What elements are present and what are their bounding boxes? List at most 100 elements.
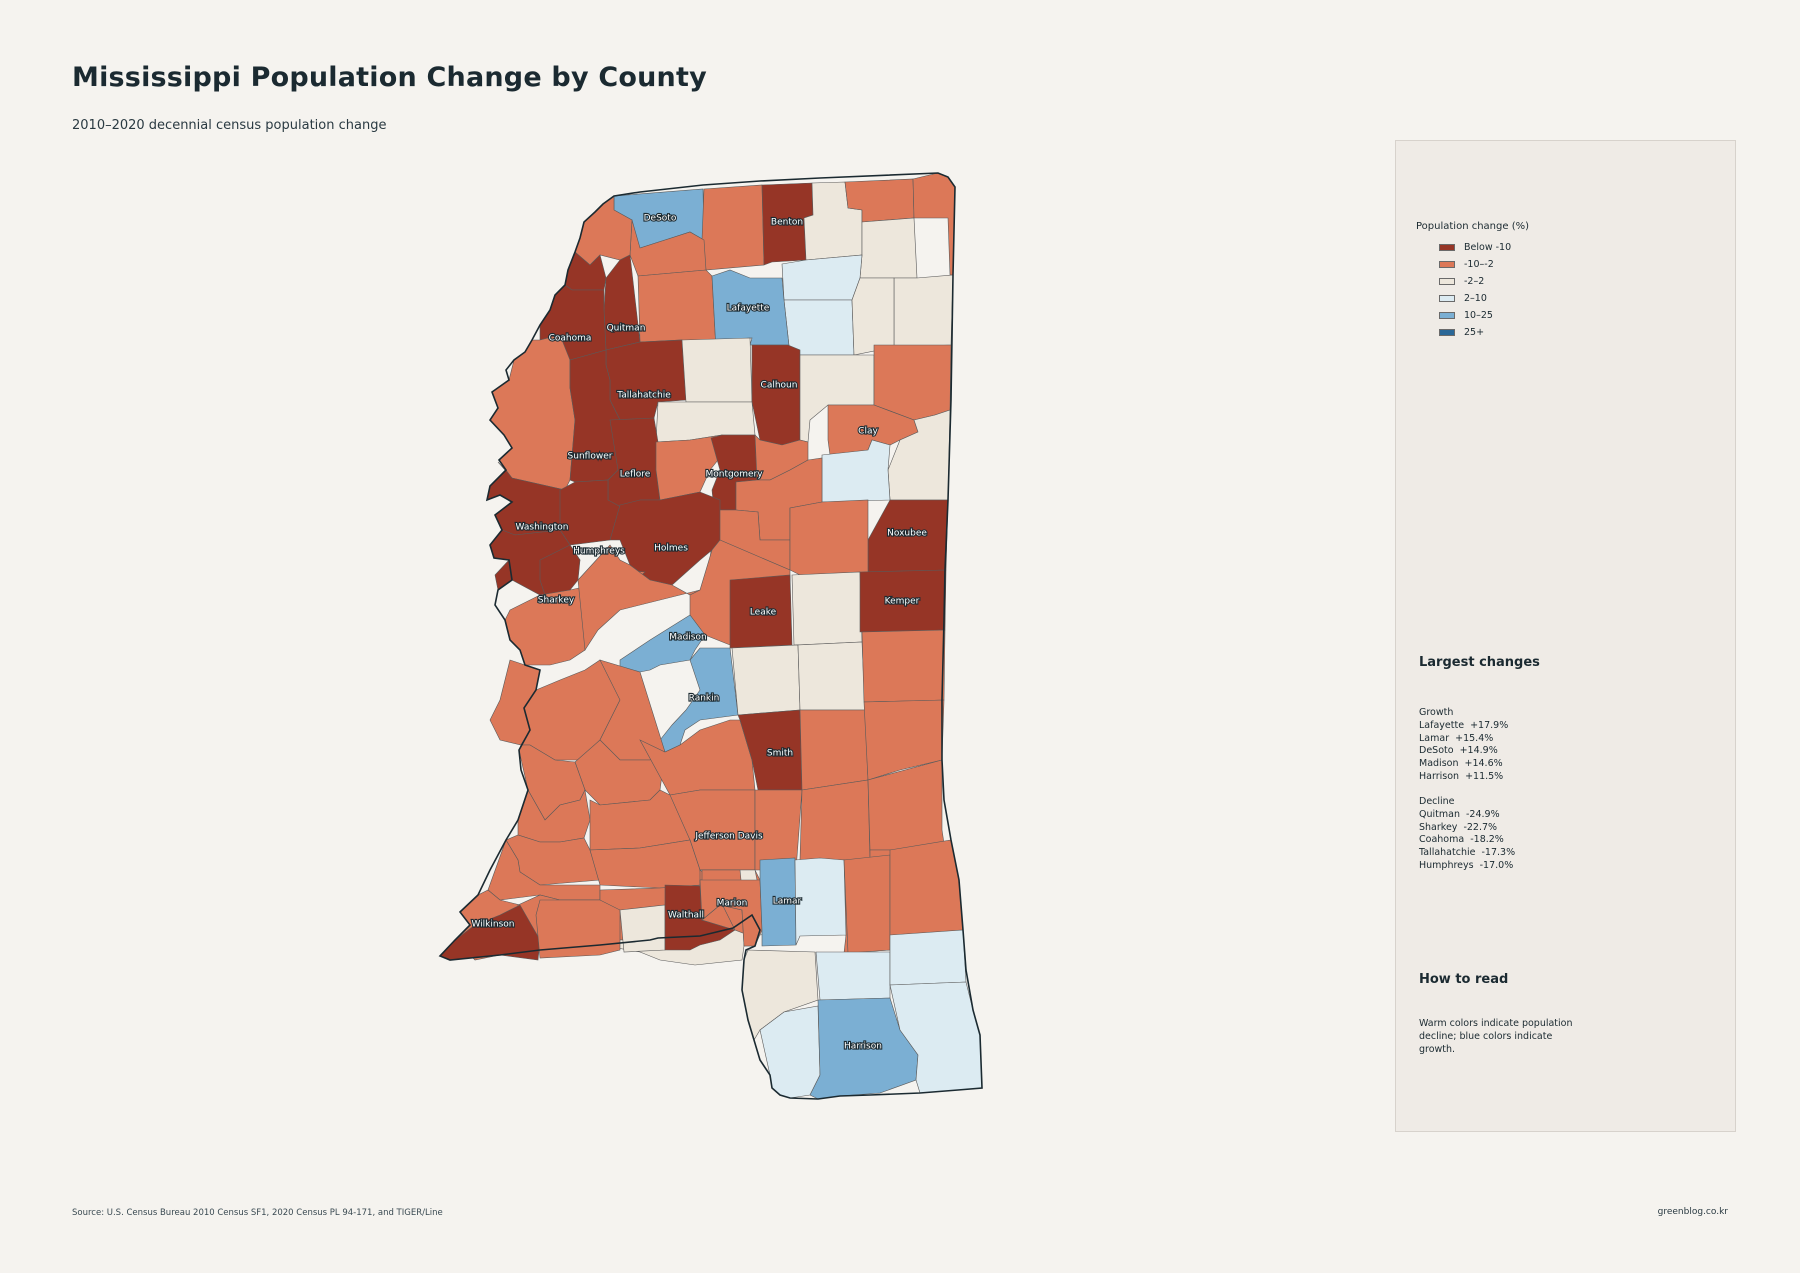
county-shape — [861, 629, 946, 703]
county-shape — [912, 172, 956, 276]
state-outline — [438, 172, 983, 1100]
how-to-read-text: Warm colors indicate population decline;… — [1419, 1018, 1573, 1055]
county-shape — [815, 951, 891, 1001]
legend-item: 2–10 — [1439, 290, 1511, 307]
source-note: Source: U.S. Census Bureau 2010 Census S… — [72, 1208, 443, 1218]
county-shape — [791, 571, 863, 646]
county-label: Sharkey — [538, 596, 575, 606]
county-shape — [789, 499, 869, 576]
county-label: Walthall — [668, 911, 704, 921]
legend-swatch — [1439, 244, 1455, 251]
legend-item: 25+ — [1439, 324, 1511, 341]
county-label: Benton — [771, 218, 803, 228]
legend-title: Population change (%) — [1416, 221, 1530, 232]
county-shape — [867, 759, 946, 851]
legend-swatch — [1439, 278, 1455, 285]
county-shape — [609, 491, 721, 586]
county-label: Quitman — [607, 324, 646, 334]
county-shape — [799, 779, 871, 861]
legend-label: 2–10 — [1464, 293, 1487, 304]
county-label: Harrison — [844, 1042, 882, 1052]
county-shape — [843, 854, 891, 954]
county-label: Holmes — [654, 544, 688, 554]
county-shape — [759, 857, 797, 947]
legend-label: Below -10 — [1464, 242, 1512, 253]
county-shape — [799, 709, 869, 791]
county-label: Clay — [858, 427, 878, 437]
county-shape — [731, 644, 801, 716]
decline-item: Tallahatchie -17.3% — [1419, 847, 1516, 859]
county-label: Rankin — [689, 694, 720, 704]
county-shape — [893, 274, 954, 348]
county-shape — [873, 344, 952, 421]
county-label: DeSoto — [644, 214, 677, 224]
growth-item: Lafayette +17.9% — [1419, 719, 1509, 731]
county-label: Jefferson Davis — [694, 832, 763, 842]
county-label: Montgomery — [705, 470, 763, 480]
county-label: Lafayette — [727, 304, 770, 314]
growth-item: Madison +14.6% — [1419, 758, 1503, 770]
side-panel: Population change (%) Below -10 -10–-2 -… — [1395, 140, 1736, 1132]
how-to-read-title: How to read — [1419, 972, 1509, 987]
county-label: Leflore — [620, 470, 651, 480]
county-label: Tallahatchie — [616, 391, 671, 401]
county-label: Kemper — [885, 597, 920, 607]
decline-item: Sharkey -22.7% — [1419, 821, 1498, 833]
county-label: Coahoma — [549, 334, 592, 344]
county-shape — [851, 277, 895, 356]
county-label: Humphreys — [573, 547, 625, 557]
credit-link[interactable]: greenblog.co.kr — [1657, 1207, 1728, 1217]
county-shape — [781, 254, 863, 301]
county-shape — [863, 699, 945, 781]
county-label: Leake — [750, 608, 777, 618]
county-shape — [751, 344, 801, 446]
decline-list: Decline Quitman -24.9% Sharkey -22.7% Co… — [1419, 796, 1515, 873]
decline-item: Humphreys -17.0% — [1419, 859, 1514, 871]
legend-swatch — [1439, 295, 1455, 302]
decline-heading: Decline — [1419, 796, 1455, 807]
legend-item: Below -10 — [1439, 239, 1511, 256]
county-shape — [629, 219, 707, 277]
county-shape — [539, 544, 581, 596]
county-shape — [487, 839, 601, 901]
county-shape — [859, 217, 918, 279]
county-label: Madison — [669, 633, 706, 643]
growth-list: Growth Lafayette +17.9% Lamar +15.4% DeS… — [1419, 707, 1508, 784]
legend: Below -10 -10–-2 -2–2 2–10 10–25 25+ — [1439, 239, 1511, 341]
growth-item: Lamar +15.4% — [1419, 732, 1494, 744]
county-shape — [535, 899, 621, 959]
legend-item: -2–2 — [1439, 273, 1511, 290]
growth-item: Harrison +11.5% — [1419, 770, 1504, 782]
county-shape — [783, 299, 855, 356]
county-shape — [577, 544, 701, 651]
growth-item: DeSoto +14.9% — [1419, 745, 1498, 757]
county-shape — [889, 929, 967, 986]
county-label: Washington — [516, 523, 569, 533]
county-shape — [603, 254, 641, 351]
page-subtitle: 2010–2020 decennial census population ch… — [72, 118, 387, 133]
largest-changes-title: Largest changes — [1419, 655, 1540, 670]
county-shape — [794, 857, 847, 946]
county-label: Wilkinson — [471, 920, 514, 930]
legend-label: -10–-2 — [1464, 259, 1494, 270]
legend-label: 25+ — [1464, 327, 1485, 338]
county-label: Marion — [717, 899, 748, 909]
county-shape — [681, 337, 753, 403]
legend-swatch — [1439, 261, 1455, 268]
growth-heading: Growth — [1419, 707, 1454, 718]
legend-label: 10–25 — [1464, 310, 1493, 321]
county-shape — [655, 434, 727, 501]
county-shape — [619, 904, 666, 953]
page-title: Mississippi Population Change by County — [72, 62, 707, 93]
legend-item: -10–-2 — [1439, 256, 1511, 273]
county-label: Lamar — [773, 897, 802, 907]
county-label: Noxubee — [887, 529, 927, 539]
county-label: Smith — [767, 749, 793, 759]
legend-swatch — [1439, 312, 1455, 319]
decline-item: Coahoma -18.2% — [1419, 834, 1504, 846]
county-label: Sunflower — [568, 452, 613, 462]
legend-label: -2–2 — [1464, 276, 1485, 287]
decline-item: Quitman -24.9% — [1419, 808, 1500, 820]
legend-swatch — [1439, 329, 1455, 336]
county-shape — [701, 184, 765, 271]
